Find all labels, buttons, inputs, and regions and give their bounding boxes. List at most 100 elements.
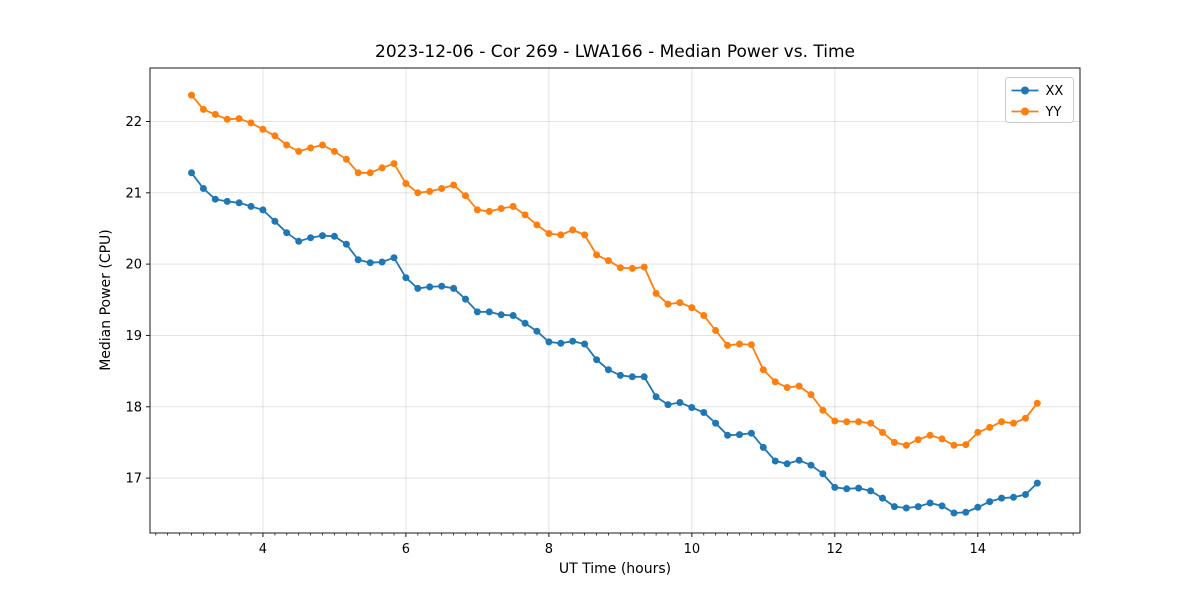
series-XX-point — [664, 401, 672, 409]
series-YY-point — [712, 327, 720, 334]
series-YY-point — [974, 428, 982, 436]
legend: XX YY — [1005, 77, 1074, 123]
x-tick-label: 8 — [545, 542, 553, 557]
series-XX-point — [211, 195, 219, 203]
series-YY-point — [747, 341, 755, 349]
series-XX-point — [890, 503, 898, 511]
series-YY-point — [902, 441, 910, 449]
series-XX-point — [569, 337, 577, 345]
series-XX-point — [509, 312, 517, 319]
series-YY-point — [354, 169, 362, 177]
series-XX-point — [950, 509, 958, 517]
series-YY-point — [295, 147, 303, 155]
series-YY-point — [414, 189, 422, 197]
series-XX-point — [199, 185, 207, 192]
series-YY-point — [759, 366, 767, 374]
series-XX-point — [759, 443, 767, 451]
series-XX-point — [414, 284, 422, 292]
series-XX-point — [986, 498, 994, 506]
series-YY-point — [843, 418, 851, 426]
series-XX-point — [700, 409, 708, 416]
series-YY-point — [914, 436, 922, 444]
x-tick-label: 10 — [684, 542, 701, 557]
series-YY-point — [950, 441, 958, 449]
series-XX-point — [676, 399, 684, 406]
series-XX-point — [795, 456, 803, 464]
series-YY-point — [330, 147, 338, 155]
y-tick-label: 19 — [125, 329, 142, 344]
series-XX-point — [736, 431, 743, 439]
series-XX-point — [879, 494, 886, 502]
series-YY-point — [319, 141, 326, 149]
series-YY-point — [664, 300, 672, 308]
legend-label-YY: YY — [1045, 105, 1062, 120]
x-tick-label: 4 — [259, 542, 267, 557]
legend-marker-XX — [1021, 86, 1029, 95]
series-XX-point — [1033, 479, 1041, 487]
series-YY-point — [855, 418, 863, 426]
series-YY-line — [190, 94, 1039, 447]
series-XX-point — [295, 237, 303, 245]
series-XX-point — [724, 431, 732, 439]
series-XX-point — [557, 339, 565, 347]
series-YY-point — [807, 391, 815, 399]
series-YY-point — [497, 205, 505, 212]
series-XX-point — [962, 508, 970, 516]
series-YY-point — [986, 423, 994, 431]
series-YY-point — [652, 289, 660, 297]
series-XX-point — [271, 217, 279, 225]
series-XX-point — [581, 340, 589, 348]
series-YY-point — [676, 299, 684, 307]
y-tick-label: 22 — [125, 115, 142, 130]
series-YY-point — [1022, 414, 1029, 422]
series-YY-point — [402, 180, 410, 187]
y-axis-label: Median Power (CPU) — [98, 229, 114, 371]
series-YY-point — [724, 341, 732, 349]
series-XX-point — [247, 202, 255, 210]
series-XX-point — [688, 404, 696, 411]
legend-marker-YY — [1021, 107, 1029, 116]
series-YY-point — [700, 312, 708, 319]
series-XX-line — [190, 172, 1038, 514]
series-XX-point — [604, 366, 612, 374]
series-XX-point — [438, 282, 446, 290]
series-YY-point — [962, 441, 970, 449]
series-YY-point — [247, 119, 255, 127]
series-XX-point — [533, 327, 541, 335]
x-tick-label: 6 — [402, 542, 410, 557]
x-tick-label: 14 — [970, 542, 987, 557]
series-YY-point — [998, 418, 1006, 426]
series-YY-point — [557, 231, 565, 239]
series-XX-point — [402, 274, 410, 282]
series-YY-point — [616, 264, 624, 272]
series-XX-point — [521, 319, 529, 327]
series-YY-point — [521, 211, 529, 219]
series-YY-point — [795, 382, 803, 390]
axes-layer: 4 6 8 10 12 14 17 18 19 20 21 22 — [125, 67, 1081, 557]
series-YY-point — [688, 304, 696, 312]
y-tick-label: 21 — [125, 186, 142, 201]
series-YY-point — [307, 144, 315, 152]
series-YY-point — [438, 185, 446, 192]
series-YY-point — [1010, 419, 1017, 427]
series-XX-point — [307, 234, 315, 242]
series-YY-point — [926, 431, 934, 439]
series-layer — [188, 91, 1041, 517]
series-XX-point — [974, 503, 982, 511]
series-XX-point — [330, 232, 338, 240]
grid-layer — [150, 68, 1080, 533]
series-YY-point — [450, 181, 458, 189]
series-YY-point — [771, 378, 779, 386]
series-XX-point — [831, 483, 839, 491]
series-XX-point — [473, 308, 481, 316]
series-XX-point — [783, 460, 791, 468]
series-YY-point — [879, 428, 886, 436]
series-XX-point — [390, 254, 398, 262]
series-XX-point — [867, 487, 875, 495]
series-XX-point — [914, 503, 922, 511]
series-XX-point — [819, 470, 827, 478]
series-YY-point — [378, 164, 386, 172]
series-XX-point — [771, 457, 779, 465]
series-YY-point — [581, 231, 589, 239]
